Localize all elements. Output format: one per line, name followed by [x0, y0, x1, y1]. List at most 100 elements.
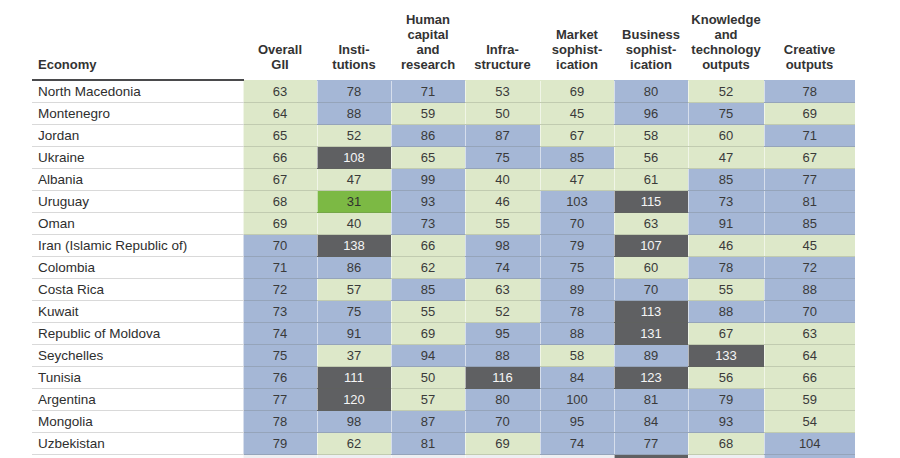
table-row: Ukraine66108657585564767: [32, 147, 855, 169]
column-header-economy: Economy: [32, 0, 243, 80]
partial-rank-cell: [391, 455, 465, 458]
rank-cell: 68: [688, 433, 764, 455]
rank-cell: 62: [317, 433, 391, 455]
rank-cell: 111: [317, 367, 391, 389]
rank-cell: 93: [688, 411, 764, 433]
table-row: Kuwait73755552781138870: [32, 301, 855, 323]
rank-cell: 40: [317, 213, 391, 235]
rank-cell: 31: [317, 191, 391, 213]
economy-name: Uruguay: [32, 191, 243, 213]
rank-cell: 64: [243, 103, 317, 125]
rank-cell: 85: [688, 169, 764, 191]
rank-cell: 66: [764, 367, 855, 389]
rank-cell: 133: [688, 345, 764, 367]
rank-cell: 107: [614, 235, 688, 257]
table-row: Oman6940735570639185: [32, 213, 855, 235]
rank-cell: 61: [614, 169, 688, 191]
rank-cell: 91: [688, 213, 764, 235]
partial-rank-cell: [540, 455, 614, 458]
rank-cell: 63: [614, 213, 688, 235]
rank-cell: 69: [465, 433, 540, 455]
rank-cell: 47: [540, 169, 614, 191]
gii-rankings-table: Economy Overall GII Insti- tutions Human…: [32, 0, 855, 458]
rank-cell: 96: [614, 103, 688, 125]
table-row: North Macedonia6378715369805278: [32, 80, 855, 103]
rank-cell: 94: [391, 345, 465, 367]
rank-cell: 59: [764, 389, 855, 411]
table-row: Iran (Islamic Republic of)70138669879107…: [32, 235, 855, 257]
rank-cell: 116: [465, 367, 540, 389]
rank-cell: 47: [688, 147, 764, 169]
rank-cell: 77: [243, 389, 317, 411]
economy-name: Tunisia: [32, 367, 243, 389]
column-header-institutions: Insti- tutions: [317, 0, 391, 80]
rank-cell: 79: [540, 235, 614, 257]
rank-cell: 95: [465, 323, 540, 345]
rank-cell: 37: [317, 345, 391, 367]
rank-cell: 84: [540, 367, 614, 389]
rank-cell: 87: [391, 411, 465, 433]
rank-cell: 72: [764, 257, 855, 279]
rank-cell: 79: [243, 433, 317, 455]
rank-cell: 68: [243, 191, 317, 213]
economy-name: Jordan: [32, 125, 243, 147]
rank-cell: 89: [614, 345, 688, 367]
table-body: North Macedonia6378715369805278Montenegr…: [32, 80, 855, 458]
rank-cell: 69: [540, 80, 614, 103]
rank-cell: 56: [688, 367, 764, 389]
rank-cell: 104: [764, 433, 855, 455]
economy-name: Ukraine: [32, 147, 243, 169]
rank-cell: 52: [317, 125, 391, 147]
rank-cell: 78: [764, 80, 855, 103]
rank-cell: 77: [614, 433, 688, 455]
rank-cell: 66: [391, 235, 465, 257]
partial-rank-cell: [465, 455, 540, 458]
rank-cell: 54: [764, 411, 855, 433]
rank-cell: 85: [764, 213, 855, 235]
rank-cell: 56: [614, 147, 688, 169]
economy-name: Oman: [32, 213, 243, 235]
table-row: Uruguay683193461031157381: [32, 191, 855, 213]
rank-cell: 57: [391, 389, 465, 411]
rank-cell: 52: [465, 301, 540, 323]
rank-cell: 70: [243, 235, 317, 257]
rank-cell: 55: [688, 279, 764, 301]
partial-rank-cell: [764, 455, 855, 458]
column-header-human-capital-research: Human capital and research: [391, 0, 465, 80]
partial-rank-cell: [243, 455, 317, 458]
rank-cell: 60: [614, 257, 688, 279]
rank-cell: 73: [688, 191, 764, 213]
rank-cell: 115: [614, 191, 688, 213]
rank-cell: 63: [764, 323, 855, 345]
table-row: Republic of Moldova74916995881316763: [32, 323, 855, 345]
table-row: Mongolia7898877095849354: [32, 411, 855, 433]
column-header-creative-outputs: Creative outputs: [764, 0, 855, 80]
rank-cell: 55: [465, 213, 540, 235]
rank-cell: 103: [540, 191, 614, 213]
rank-cell: 100: [540, 389, 614, 411]
rank-cell: 65: [391, 147, 465, 169]
rank-cell: 62: [391, 257, 465, 279]
rank-cell: 81: [391, 433, 465, 455]
partial-rank-cell: [688, 455, 764, 458]
rank-cell: 98: [317, 411, 391, 433]
economy-name: Uzbekistan: [32, 433, 243, 455]
rank-cell: 60: [688, 125, 764, 147]
rank-cell: 69: [391, 323, 465, 345]
rank-cell: 71: [243, 257, 317, 279]
rank-cell: 40: [465, 169, 540, 191]
rank-cell: 87: [465, 125, 540, 147]
rank-cell: 58: [540, 345, 614, 367]
rank-cell: 123: [614, 367, 688, 389]
rank-cell: 113: [614, 301, 688, 323]
rank-cell: 71: [391, 80, 465, 103]
rank-cell: 75: [465, 147, 540, 169]
rank-cell: 73: [243, 301, 317, 323]
rank-cell: 86: [317, 257, 391, 279]
rank-cell: 74: [540, 433, 614, 455]
partial-economy-cell: [32, 455, 243, 458]
rank-cell: 50: [465, 103, 540, 125]
rank-cell: 86: [391, 125, 465, 147]
rank-cell: 69: [764, 103, 855, 125]
rank-cell: 65: [243, 125, 317, 147]
